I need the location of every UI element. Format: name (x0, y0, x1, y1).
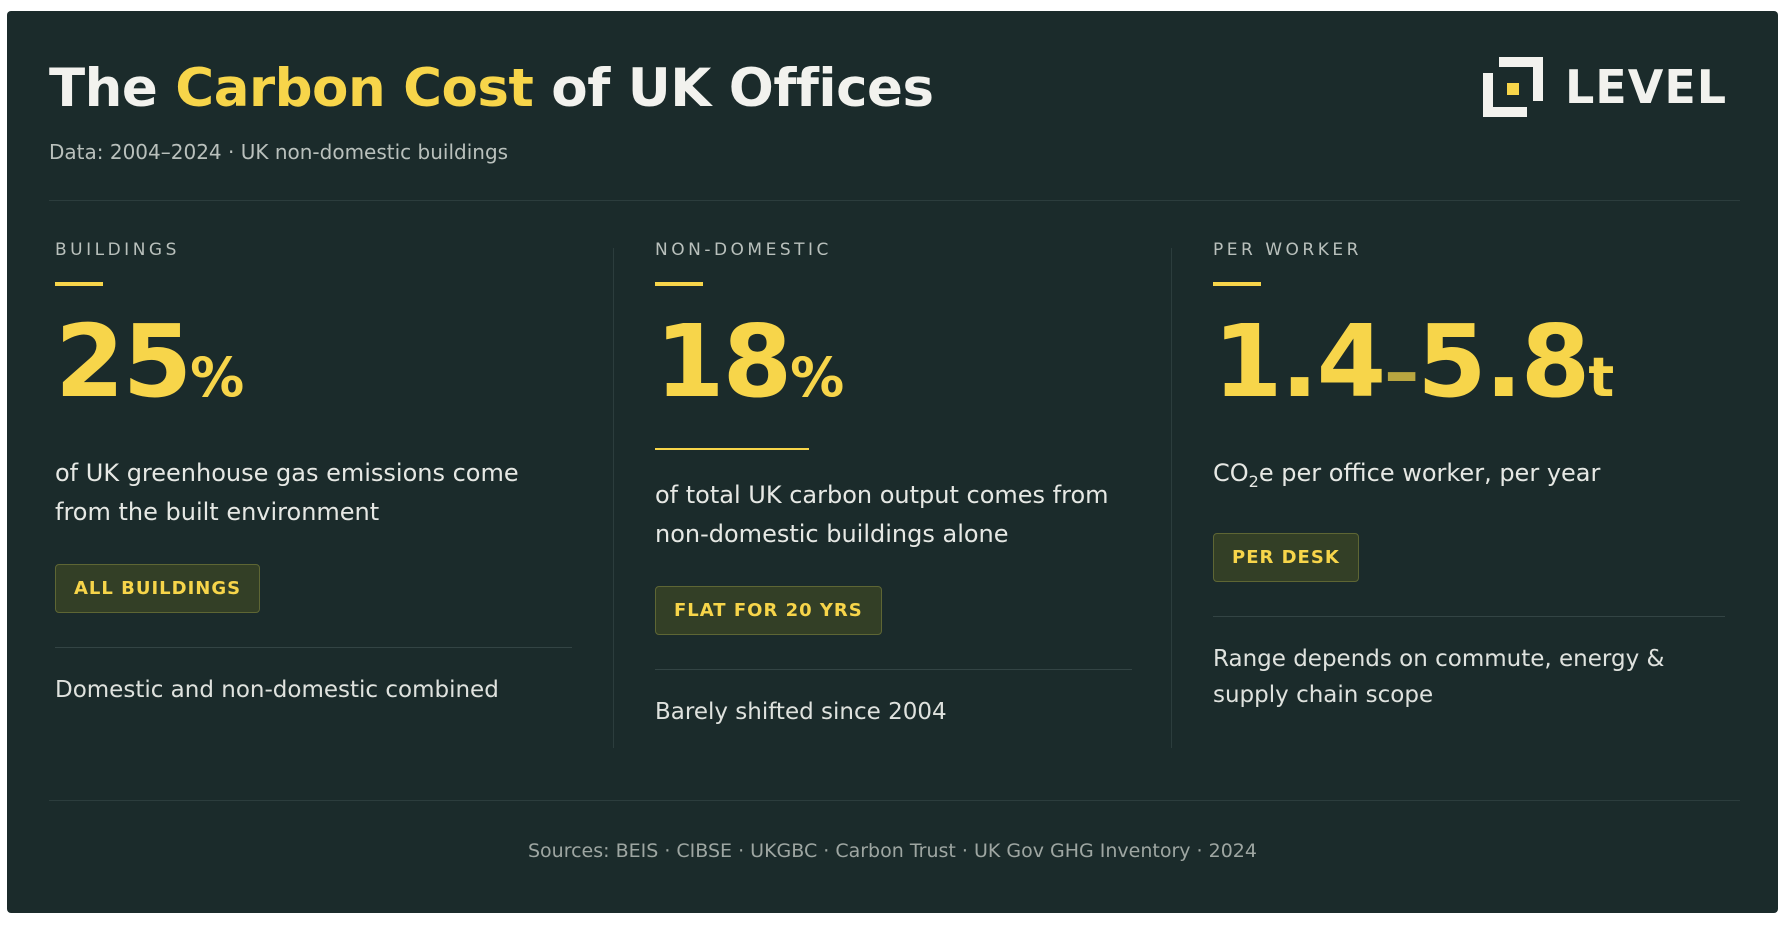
stat-number-low: 1.4 (1213, 303, 1386, 420)
sources-footer: Sources: BEIS · CIBSE · UKGBC · Carbon T… (527, 840, 1257, 862)
stat-note: Domestic and non-domestic combined (55, 677, 499, 703)
stat-number: 18 (655, 303, 792, 420)
level-logo-icon (1483, 57, 1543, 117)
stat-value: 25% (55, 312, 575, 428)
title-highlight: Carbon Cost (175, 58, 534, 119)
footer-divider (49, 800, 1740, 801)
desc-co: CO (1213, 459, 1249, 487)
column-divider (1171, 248, 1172, 748)
stat-unit: % (790, 346, 845, 409)
stat-number: 25 (55, 303, 192, 420)
note-divider (1213, 615, 1725, 617)
value-underline (655, 448, 809, 450)
page-title: The Carbon Cost of UK Offices (49, 58, 934, 119)
note-divider (655, 669, 1132, 670)
stat-description: CO2e per office worker, per year (1213, 454, 1728, 501)
stat-number-high: 5.8 (1417, 303, 1590, 420)
stat-label: PER WORKER (1213, 240, 1362, 260)
stat-label: BUILDINGS (55, 240, 180, 260)
note-divider (55, 647, 572, 648)
stat-per-worker: PER WORKER 1.4–5.8t CO2e per office work… (1213, 240, 1728, 713)
title-post: of UK Offices (533, 58, 934, 119)
column-divider (613, 248, 614, 748)
label-accent (655, 282, 703, 286)
stat-buildings: BUILDINGS 25% of UK greenhouse gas emiss… (55, 240, 575, 708)
desc-subscript: 2 (1248, 471, 1259, 491)
stat-note: Barely shifted since 2004 (655, 699, 947, 725)
label-accent (1213, 282, 1261, 286)
stat-description: of total UK carbon output comes from non… (655, 481, 1109, 548)
header-divider (49, 200, 1740, 201)
infographic-card (7, 11, 1778, 913)
stat-value: 18% (655, 312, 1135, 428)
stat-unit: % (190, 346, 245, 409)
stat-non-domestic: NON-DOMESTIC 18% of total UK carbon outp… (655, 240, 1135, 730)
label-accent (55, 282, 103, 286)
stat-note: Range depends on commute, energy & suppl… (1213, 645, 1665, 708)
stat-label: NON-DOMESTIC (655, 240, 832, 260)
page-subtitle: Data: 2004–2024 · UK non-domestic buildi… (49, 140, 509, 164)
stat-description: of UK greenhouse gas emissions come from… (55, 459, 519, 526)
desc-rest: e per office worker, per year (1258, 459, 1601, 487)
stat-value: 1.4–5.8t (1213, 312, 1728, 428)
stat-badge: PER DESK (1213, 532, 1359, 582)
stat-unit: t (1588, 346, 1615, 409)
stat-badge: ALL BUILDINGS (55, 564, 261, 613)
range-dash: – (1384, 331, 1419, 413)
logo-text: LEVEL (1565, 60, 1728, 114)
stat-badge: FLAT FOR 20 YRS (655, 586, 882, 635)
title-pre: The (49, 58, 176, 119)
level-logo: LEVEL (1483, 57, 1727, 117)
